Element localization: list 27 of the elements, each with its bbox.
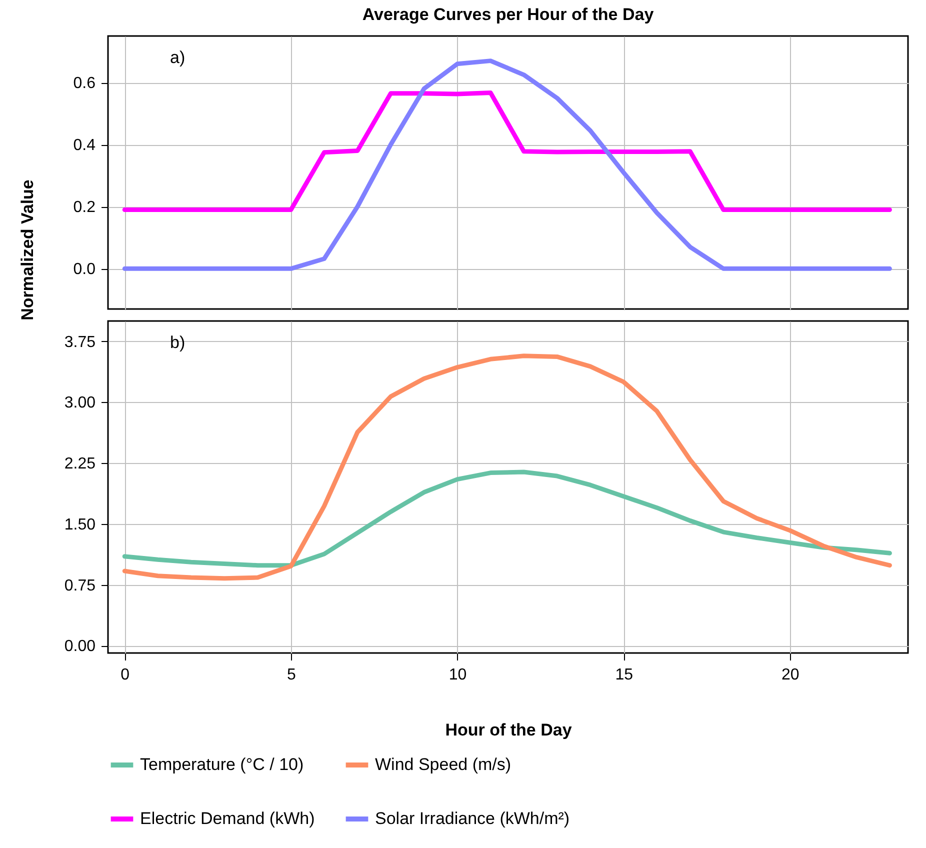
- chart-title: Average Curves per Hour of the Day: [362, 5, 654, 24]
- y-tick-label: 0.00: [64, 638, 96, 656]
- line-series: [122, 470, 892, 568]
- legend-label: Wind Speed (m/s): [375, 755, 512, 774]
- y-tick-label: 3.75: [64, 334, 96, 351]
- x-tick-label: 20: [782, 666, 800, 684]
- y-tick-label: 0.0: [73, 261, 96, 278]
- x-tick-label: 0: [120, 666, 130, 684]
- x-tick-label: 10: [448, 666, 467, 684]
- y-tick-label: 2.25: [64, 456, 96, 473]
- y-tick-label: 0.6: [73, 75, 96, 92]
- x-tick-label: 5: [287, 666, 296, 684]
- y-tick-label: 3.00: [64, 394, 96, 412]
- line-series: [122, 354, 892, 581]
- x-axis-title: Hour of the Day: [445, 720, 572, 740]
- y-tick-label: 0.2: [73, 199, 96, 216]
- legend-label: Solar Irradiance (kWh/m²): [375, 809, 570, 828]
- y-axis-title: Normalized Value: [18, 180, 38, 320]
- annotation: a): [170, 48, 186, 67]
- y-tick-label: 0.4: [73, 137, 96, 154]
- legend-label: Electric Demand (kWh): [140, 809, 315, 828]
- line-series: [122, 90, 892, 212]
- y-tick-label: 1.50: [64, 516, 96, 534]
- x-tick-label: 15: [615, 666, 634, 684]
- y-tick-label: 0.75: [64, 577, 96, 594]
- legend-label: Temperature (°C / 10): [140, 755, 304, 774]
- annotation: b): [170, 333, 186, 352]
